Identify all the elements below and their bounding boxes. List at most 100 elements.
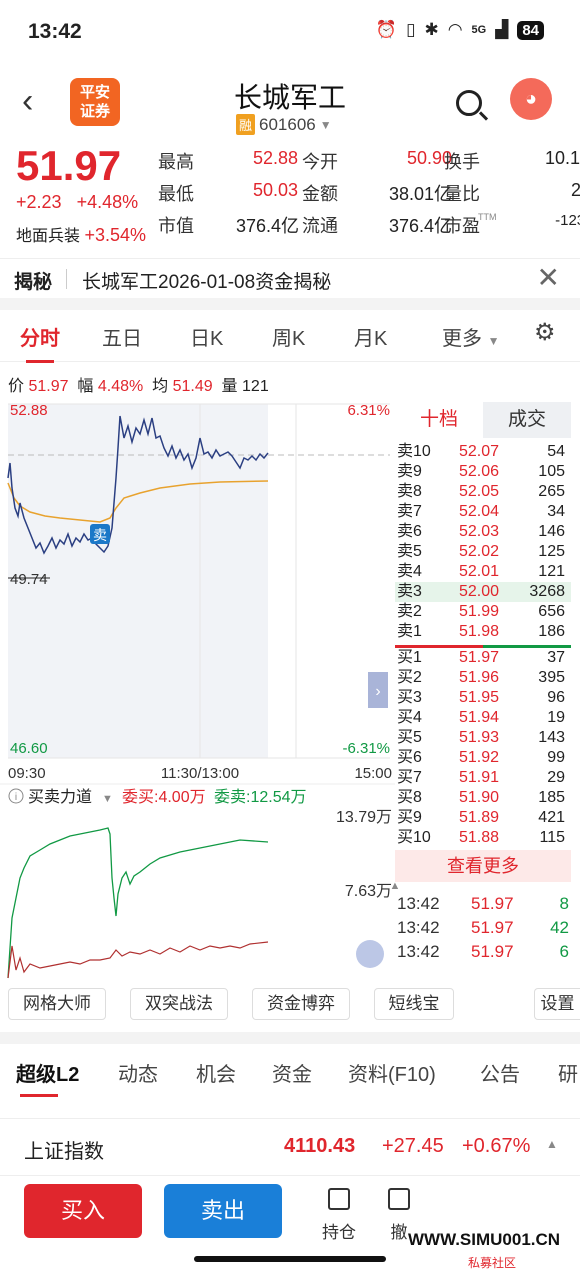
order-level: 卖2: [397, 603, 422, 620]
change-percent: +4.48%: [76, 192, 139, 212]
stat-label: 市盈: [444, 216, 480, 236]
tab-weekly-k[interactable]: 周K: [272, 328, 306, 350]
info-icon[interactable]: [8, 788, 24, 804]
order-level-row[interactable]: 买6 51.92 99: [395, 748, 571, 768]
avg-value: 51.49: [172, 378, 213, 395]
vol-value: 121: [242, 378, 269, 395]
buy-button[interactable]: 买入: [24, 1184, 142, 1238]
tab-ten-levels[interactable]: 十档: [419, 409, 458, 430]
capital-game-button[interactable]: 资金博弈: [252, 988, 350, 1020]
status-icons: ⏰ ▯ ✱ ◠ 5G ▟ 84: [376, 20, 544, 40]
sell-marker[interactable]: [90, 524, 110, 544]
order-level-row[interactable]: 卖10 52.07 54: [395, 442, 571, 462]
order-level-row[interactable]: 买2 51.96 395: [395, 668, 571, 688]
order-level-row[interactable]: 买7 51.91 29: [395, 768, 571, 788]
status-time: 13:42: [28, 20, 82, 43]
tab-opportunity[interactable]: 机会: [196, 1064, 236, 1086]
tab-intraday[interactable]: 分时: [20, 322, 60, 363]
chevron-up-icon: ▲: [546, 1137, 558, 1151]
force-sell-label-text: 委卖:: [214, 788, 250, 806]
holdings-label: 持仓: [322, 1223, 356, 1242]
order-level-row[interactable]: 卖5 52.02 125: [395, 542, 571, 562]
watermark-site: WWW.SIMU001.CN: [408, 1230, 561, 1249]
y-mid-label: 49.74: [10, 571, 48, 588]
order-level: 买3: [397, 689, 422, 706]
price-line: [7, 415, 269, 555]
order-level-row[interactable]: 卖3 52.00 3268: [395, 582, 571, 602]
intraday-chart[interactable]: 卖 52.88 6.31% 49.74 46.60 -6.31% 09:30 1…: [0, 398, 395, 982]
order-price: 52.04: [459, 503, 500, 520]
order-level-row[interactable]: 卖7 52.04 34: [395, 502, 571, 522]
order-volume: 185: [538, 789, 565, 806]
stat-value: 50.90: [406, 148, 452, 168]
tab-news[interactable]: 动态: [118, 1064, 158, 1086]
order-level-row[interactable]: 卖9 52.06 105: [395, 462, 571, 482]
order-level-row[interactable]: 买3 51.95 96: [395, 688, 571, 708]
force-title[interactable]: 买卖力道: [28, 788, 92, 806]
order-level-row[interactable]: 买1 51.97 37: [395, 648, 571, 668]
order-level-row[interactable]: 买8 51.90 185: [395, 788, 571, 808]
alarm-icon: ⏰: [375, 20, 398, 39]
order-volume: 115: [539, 829, 565, 846]
order-volume: 54: [547, 443, 565, 460]
tab-capital[interactable]: 资金: [272, 1064, 312, 1086]
order-price: 52.00: [459, 583, 500, 600]
index-value: 4110.43: [284, 1135, 356, 1157]
tab-f10[interactable]: 资料(F10): [348, 1064, 436, 1086]
expand-panel-arrow-icon[interactable]: [368, 672, 388, 708]
order-level-row[interactable]: 卖1 51.98 186: [395, 622, 571, 642]
holdings-button[interactable]: 持仓: [314, 1188, 364, 1243]
sector-info[interactable]: 地面兵装 +3.54%: [16, 222, 146, 246]
order-level-row[interactable]: 卖8 52.05 265: [395, 482, 571, 502]
order-level-row[interactable]: 买4 51.94 19: [395, 708, 571, 728]
tab-more[interactable]: 更多 ▼: [442, 322, 499, 351]
tab-monthly-k[interactable]: 月K: [354, 328, 388, 350]
tab-daily-k[interactable]: 日K: [190, 328, 224, 350]
stat-value: 50.03: [252, 180, 298, 200]
order-price: 52.07: [459, 443, 500, 460]
order-price: 52.02: [459, 543, 500, 560]
tab-trades[interactable]: 成交: [483, 402, 571, 438]
force-sell-label: 委卖:12.54万: [214, 788, 307, 806]
order-level-row[interactable]: 买5 51.93 143: [395, 728, 571, 748]
assistant-avatar-icon[interactable]: ◕: [510, 78, 552, 120]
order-level-row[interactable]: 卖2 51.99 656: [395, 602, 571, 622]
tab-announcement[interactable]: 公告: [480, 1064, 520, 1086]
stock-name: 长城军工: [233, 82, 346, 113]
close-icon[interactable]: ✕: [536, 262, 560, 293]
search-icon[interactable]: [456, 90, 482, 116]
order-level: 买7: [397, 769, 422, 786]
force-buy-label-text: 委买:: [122, 788, 158, 806]
chevron-down-icon: ▼: [102, 793, 113, 805]
order-level-row[interactable]: 卖4 52.01 121: [395, 562, 571, 582]
double-break-button[interactable]: 双突战法: [130, 988, 228, 1020]
tab-super-l2[interactable]: 超级L2: [16, 1058, 79, 1097]
order-price: 51.97: [459, 649, 500, 666]
short-line-button[interactable]: 短线宝: [374, 988, 454, 1020]
tab-research[interactable]: 研: [558, 1064, 578, 1086]
index-ticker[interactable]: 上证指数 4110.43 +27.45 +0.67% ▲: [0, 1118, 580, 1176]
capital-notice-bar[interactable]: 揭秘 长城军工2026-01-08资金揭秘 ✕: [0, 258, 580, 298]
settings-gear-icon[interactable]: ⚙: [534, 319, 556, 346]
stock-code-selector[interactable]: 融 601606 ▼: [236, 114, 332, 135]
tick-list[interactable]: ▲ 13:42 51.97 8 13:42 51.97 42 13:42 51.97 6: [390, 880, 575, 964]
tab-five-day[interactable]: 五日: [102, 328, 142, 350]
order-level-row[interactable]: 买10 51.88 115: [395, 828, 571, 848]
bottom-action-bar: 买入 卖出 持仓 撤: [0, 1176, 580, 1276]
fullscreen-icon[interactable]: [356, 940, 384, 968]
price-label: 价: [8, 378, 25, 395]
back-icon[interactable]: ‹: [22, 82, 34, 120]
order-level: 买9: [397, 809, 422, 826]
sell-button[interactable]: 卖出: [164, 1184, 282, 1238]
order-price: 52.06: [459, 463, 500, 480]
order-level-row[interactable]: 买9 51.89 421: [395, 808, 571, 828]
order-level-row[interactable]: 卖6 52.03 146: [395, 522, 571, 542]
cancel-order-button[interactable]: 撤: [384, 1188, 414, 1243]
price-change: +2.23 +4.48%: [16, 192, 138, 213]
grid-master-button[interactable]: 网格大师: [8, 988, 106, 1020]
view-more-button[interactable]: 查看更多: [395, 850, 571, 882]
order-level: 卖5: [397, 543, 422, 560]
time-mid-label: 11:30/13:00: [161, 765, 239, 782]
settings-button[interactable]: 设置: [534, 988, 580, 1020]
section-divider: [0, 1032, 580, 1044]
